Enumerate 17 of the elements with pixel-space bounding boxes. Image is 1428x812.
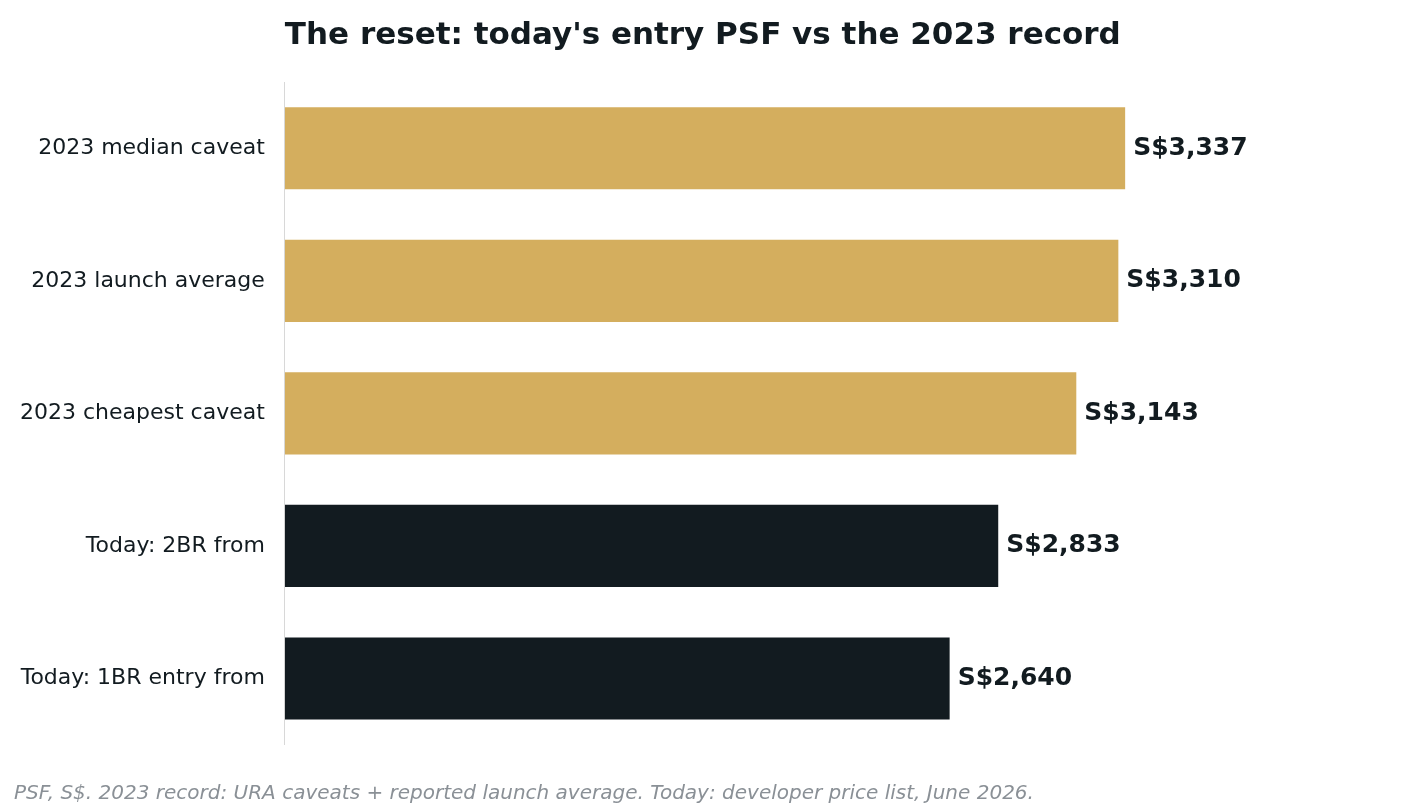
data-label: S$3,310: [1126, 264, 1241, 294]
bar: [284, 637, 950, 720]
chart-title: The reset: today's entry PSF vs the 2023 record: [284, 15, 1121, 52]
data-label: S$3,337: [1133, 131, 1248, 161]
text: PSF, S$. 2023 record: URA caveats + reported launch average. Today: developer price list, June 2026.: [14, 780, 1034, 804]
bar: [284, 239, 1119, 322]
data-label: S$2,833: [1006, 529, 1121, 559]
y-tick-label: 2023 median caveat: [38, 134, 266, 159]
y-tick-label: 2023 launch average: [31, 266, 265, 292]
y-tick-label: Today: 1BR entry from: [19, 664, 265, 690]
y-tick-label: Today: 2BR from: [84, 531, 265, 557]
bar: [284, 372, 1077, 455]
bar: [284, 504, 999, 588]
y-tick-label: 2023 cheapest caveat: [20, 399, 266, 425]
data-label: S$2,640: [957, 662, 1073, 692]
bar: [284, 107, 1126, 190]
data-label: S$3,143: [1084, 396, 1199, 426]
